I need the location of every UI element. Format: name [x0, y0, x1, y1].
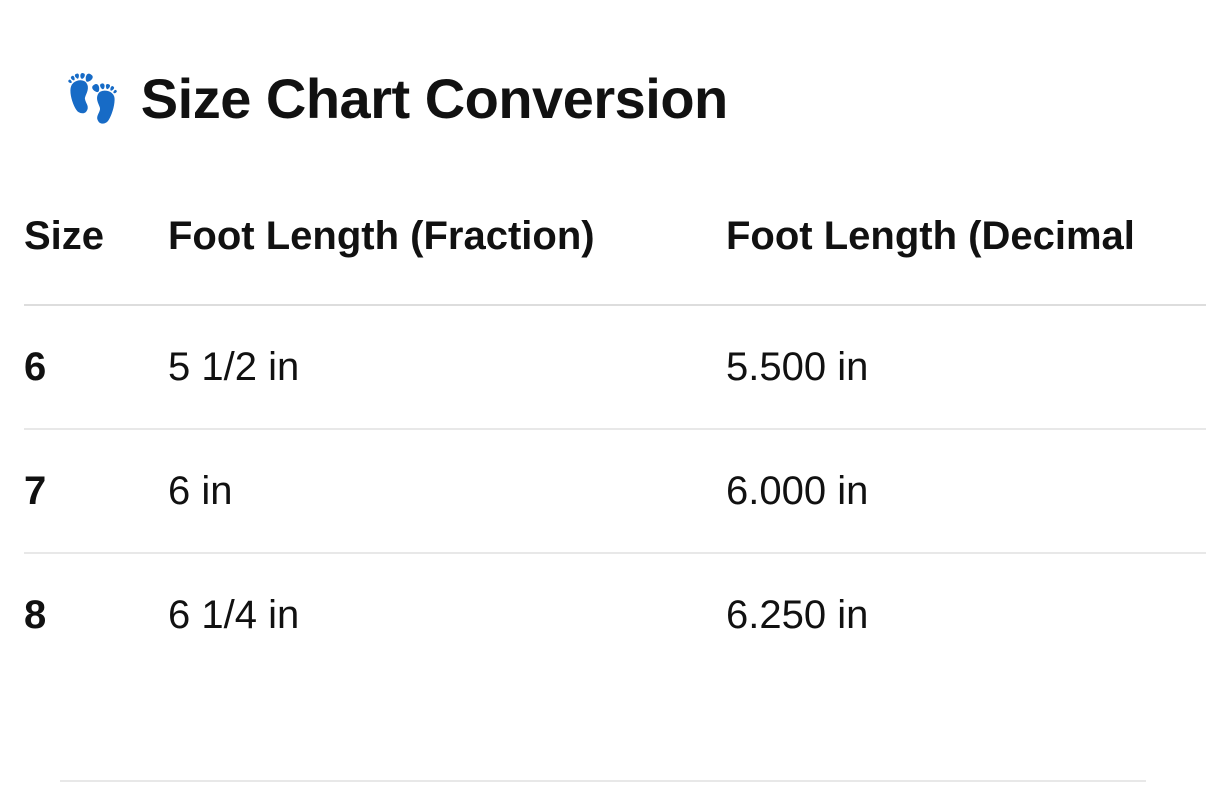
table-row: 7 6 in 6.000 in: [24, 429, 1206, 553]
table-row: 6 5 1/2 in 5.500 in: [24, 305, 1206, 429]
size-chart-table: Size Foot Length (Fraction) Foot Length …: [24, 208, 1206, 676]
header-size: Size: [24, 214, 105, 258]
header-decimal: Foot Length (Decimal: [726, 214, 1135, 258]
cell-decimal: 6.250 in: [726, 592, 869, 637]
cell-decimal: 5.500 in: [726, 344, 869, 389]
table-header-row: Size Foot Length (Fraction) Foot Length …: [24, 208, 1206, 305]
table-row: 8 6 1/4 in 6.250 in: [24, 553, 1206, 676]
cell-size: 7: [24, 468, 47, 513]
page-title: 👣 Size Chart Conversion: [64, 66, 728, 131]
divider: [60, 780, 1146, 782]
cell-decimal: 6.000 in: [726, 468, 869, 513]
cell-fraction: 6 in: [168, 468, 233, 513]
footprints-icon: 👣: [64, 72, 121, 124]
title-text: Size Chart Conversion: [140, 67, 728, 130]
cell-fraction: 6 1/4 in: [168, 592, 300, 637]
cell-fraction: 5 1/2 in: [168, 344, 300, 389]
header-fraction: Foot Length (Fraction): [168, 214, 595, 258]
cell-size: 8: [24, 592, 47, 637]
cell-size: 6: [24, 344, 47, 389]
